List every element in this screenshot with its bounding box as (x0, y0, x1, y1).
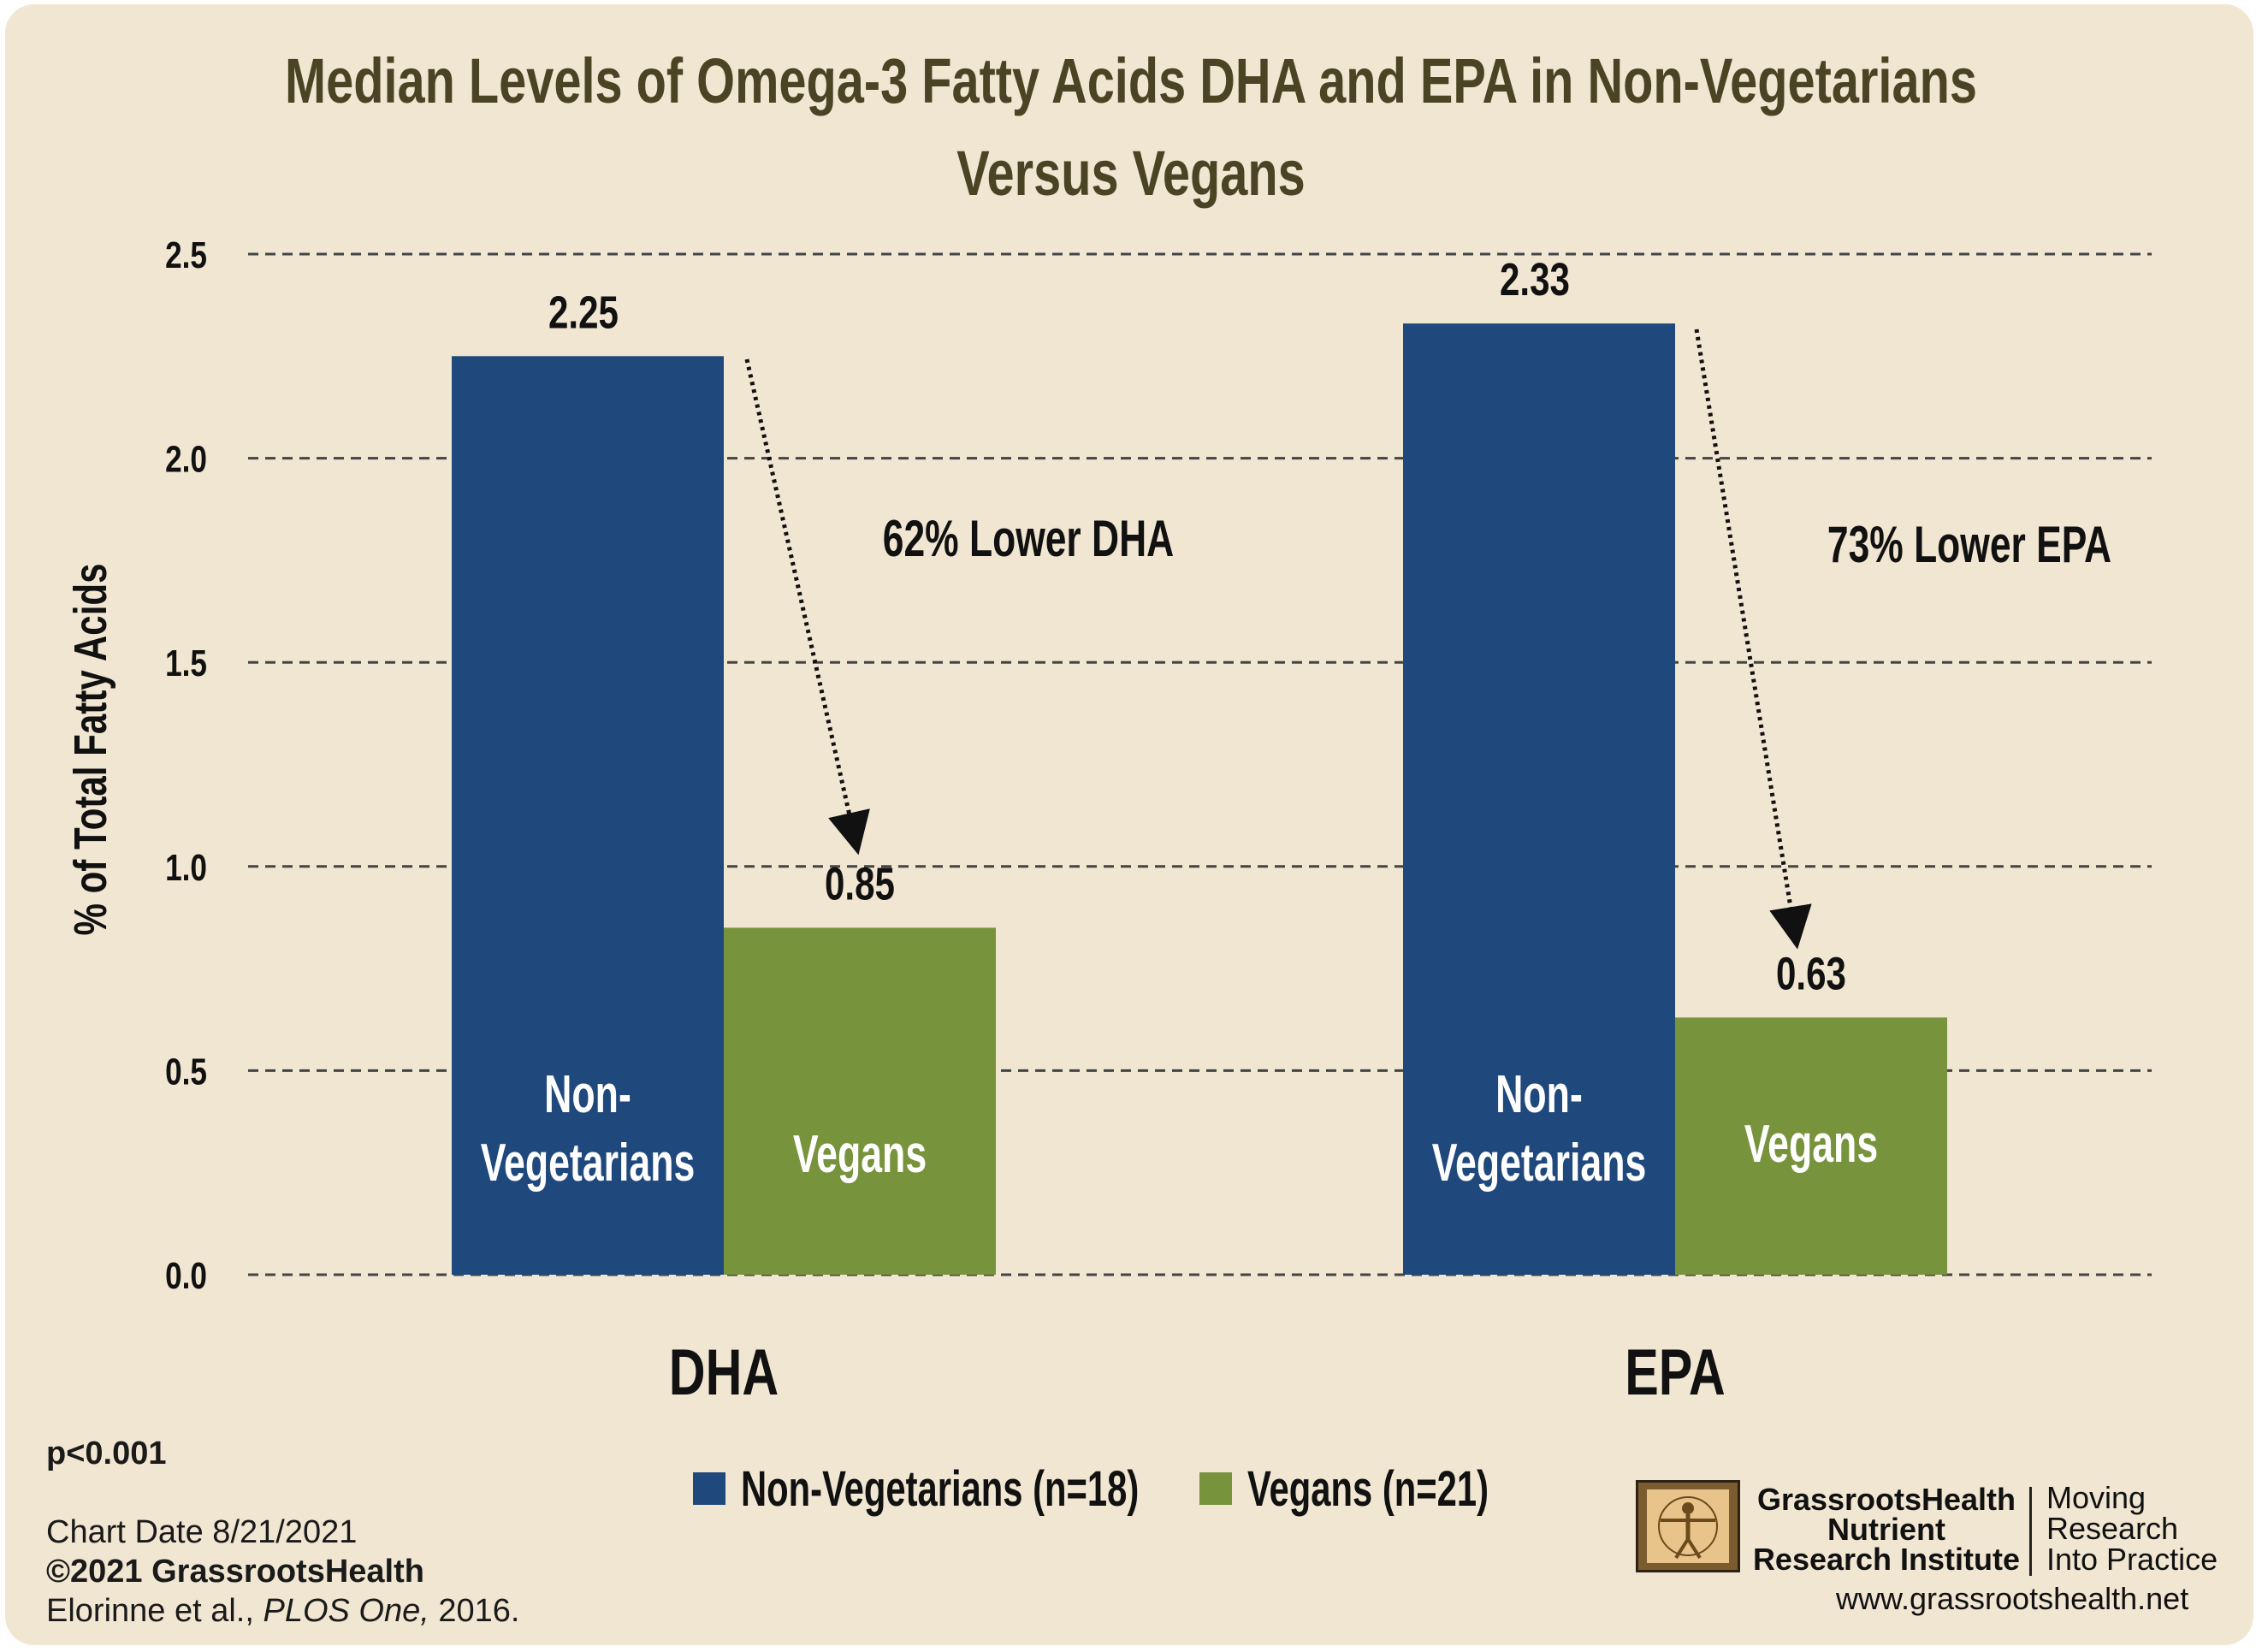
legend-item-non-vegetarians: Non-Vegetarians (n=18) (693, 1459, 1294, 1519)
y-axis-label: % of Total Fatty Acids (65, 563, 116, 935)
data-label: 2.25 (548, 287, 619, 338)
chart-date: Chart Date 8/21/2021 (46, 1514, 358, 1550)
y-tick-label: 2.0 (165, 439, 207, 481)
y-tick-label: 1.0 (165, 847, 207, 889)
org-name-line-3: Research Institute (1752, 1542, 2021, 1577)
chart-title-line-1: Median Levels of Omega-3 Fatty Acids DHA… (285, 45, 1977, 116)
tagline-line-2: Research (2046, 1511, 2179, 1546)
legend-swatch-non-vegetarians (693, 1472, 725, 1505)
vitruvian-logo-icon (1636, 1480, 1740, 1572)
bar-inner-label: Non- (544, 1065, 631, 1124)
citation-year: 2016. (429, 1593, 520, 1629)
bar-epa-vegans (1675, 1017, 1947, 1275)
bar-inner-label: Vegans (1744, 1115, 1878, 1174)
bar-inner-label: Vegetarians (481, 1134, 696, 1193)
bar-inner-label: Vegans (793, 1125, 927, 1184)
legend-item-vegans: Vegans (n=21) (1199, 1459, 1583, 1519)
data-label: 2.33 (1500, 254, 1570, 305)
annotation-dha: 62% Lower DHA (883, 511, 1174, 568)
y-tick-label: 0.0 (165, 1255, 207, 1297)
citation: Elorinne et al., PLOS One, 2016. (46, 1593, 519, 1630)
bar-dha-non-vegetarians (452, 356, 724, 1275)
copyright: ©2021 GrassrootsHealth (46, 1554, 424, 1590)
branding-divider (2029, 1487, 2032, 1576)
bar-dha-vegans (724, 927, 996, 1275)
chart-title-line-2: Versus Vegans (956, 138, 1306, 209)
x-category-label: EPA (1625, 1336, 1725, 1409)
legend-swatch-vegans (1199, 1472, 1232, 1505)
citation-journal: PLOS One, (263, 1593, 429, 1629)
legend-label-non-vegetarians: Non-Vegetarians (n=18) (741, 1460, 1140, 1517)
y-tick-label: 0.5 (165, 1051, 207, 1093)
org-name-line-2: Nutrient (1827, 1512, 1945, 1547)
y-tick-label: 1.5 (165, 643, 207, 685)
logo-figure (1658, 1496, 1718, 1560)
legend-label-vegans: Vegans (n=21) (1247, 1460, 1489, 1517)
y-tick-label: 2.5 (165, 234, 207, 276)
tagline-line-3: Into Practice (2046, 1542, 2218, 1577)
x-category-label: DHA (669, 1336, 779, 1409)
data-label: 0.63 (1776, 948, 1846, 999)
annotation-arrow (1694, 329, 1812, 950)
data-label: 0.85 (825, 858, 895, 909)
citation-authors: Elorinne et al., (46, 1593, 264, 1629)
annotation-epa: 73% Lower EPA (1827, 517, 2111, 574)
annotation-arrow (744, 358, 870, 856)
bar-inner-label: Vegetarians (1432, 1134, 1647, 1193)
p-value: p<0.001 (46, 1436, 167, 1471)
chart-card (5, 4, 2253, 1645)
bar-inner-label: Non- (1495, 1065, 1583, 1124)
tagline-line-1: Moving (2046, 1480, 2147, 1515)
org-name-line-1: GrassrootsHealth (1756, 1482, 2016, 1517)
website-url: www.grassrootshealth.net (1836, 1581, 2189, 1616)
bar-epa-non-vegetarians (1403, 323, 1675, 1275)
